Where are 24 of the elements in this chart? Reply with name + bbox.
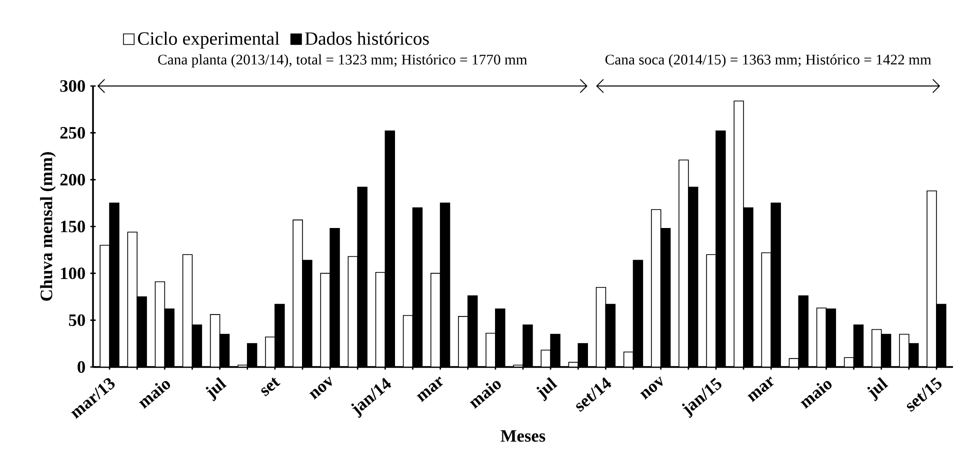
x-tick-label: mar: [416, 376, 444, 402]
x-tick-label: jul: [206, 377, 227, 402]
x-tick-label: maio: [139, 381, 170, 409]
y-tick-label: 150: [61, 220, 85, 232]
text: Cana planta (2013/14), total = 1323 mm; Histórico = 1770 mm: [158, 54, 528, 68]
x-tick-label: nov: [640, 376, 663, 400]
x-tick-label: maio: [470, 381, 501, 409]
legend-label: Ciclo experimental: [138, 32, 280, 49]
x-axis-title: Meses: [500, 430, 546, 442]
y-tick-label: 0: [78, 361, 85, 373]
legend-label: Dados históricos: [305, 32, 429, 45]
y-tick-label: 250: [60, 126, 85, 139]
x-tick-label: set: [261, 378, 280, 396]
x-tick-label: jul: [536, 377, 558, 402]
y-tick-label: 100: [61, 267, 85, 280]
x-tick-label: nov: [309, 376, 332, 400]
y-tick-label: 200: [60, 174, 85, 186]
y-axis-title: Chuva mensal (mm): [40, 152, 56, 301]
x-tick-label: mar: [747, 376, 774, 402]
y-tick-label: 300: [60, 80, 85, 92]
x-tick-label: maio: [800, 381, 832, 409]
y-tick-label: 50: [68, 314, 85, 326]
x-tick-label: jul: [867, 377, 888, 402]
text: Cana soca (2014/15) = 1363 mm; Histórico = 1422 mm: [605, 54, 932, 68]
